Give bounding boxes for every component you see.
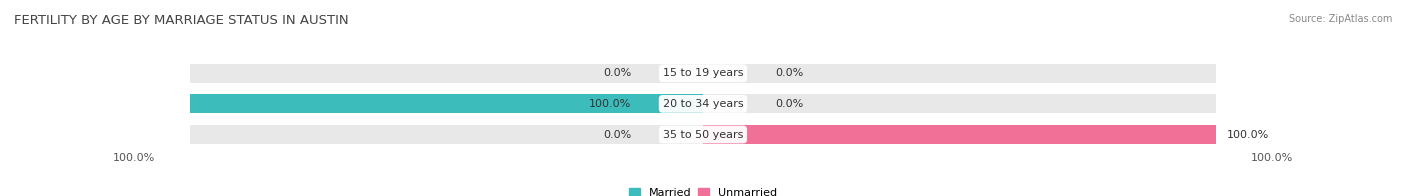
Text: 100.0%: 100.0% [1251, 153, 1294, 163]
Text: 100.0%: 100.0% [589, 99, 631, 109]
Text: 20 to 34 years: 20 to 34 years [662, 99, 744, 109]
Bar [190, 94, 703, 113]
Bar [190, 64, 703, 83]
Text: 100.0%: 100.0% [112, 153, 155, 163]
Text: 35 to 50 years: 35 to 50 years [662, 130, 744, 140]
Bar [190, 125, 703, 144]
Text: 0.0%: 0.0% [775, 68, 803, 78]
Text: 0.0%: 0.0% [775, 99, 803, 109]
Text: 100.0%: 100.0% [1227, 130, 1270, 140]
Text: FERTILITY BY AGE BY MARRIAGE STATUS IN AUSTIN: FERTILITY BY AGE BY MARRIAGE STATUS IN A… [14, 14, 349, 27]
Bar [190, 94, 703, 113]
Bar [703, 125, 1216, 144]
Bar [703, 125, 1216, 144]
Legend: Married, Unmarried: Married, Unmarried [628, 188, 778, 196]
Bar [703, 94, 1216, 113]
Bar [703, 64, 1216, 83]
Text: 0.0%: 0.0% [603, 130, 631, 140]
Text: Source: ZipAtlas.com: Source: ZipAtlas.com [1288, 14, 1392, 24]
Text: 0.0%: 0.0% [603, 68, 631, 78]
Text: 15 to 19 years: 15 to 19 years [662, 68, 744, 78]
